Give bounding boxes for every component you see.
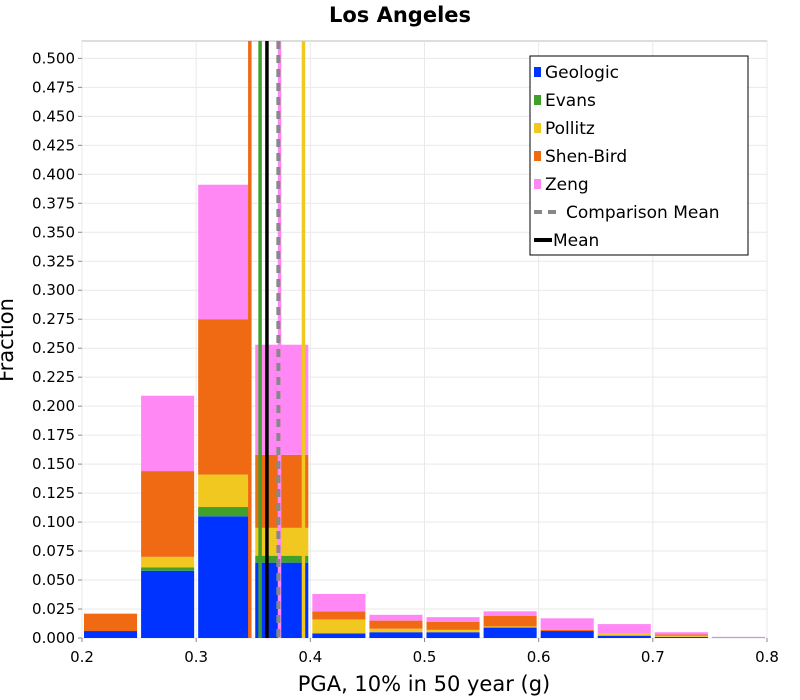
legend-label: Zeng	[545, 175, 589, 195]
x-tick-label: 0.5	[413, 648, 437, 666]
y-tick-label: 0.400	[32, 165, 75, 183]
x-tick-label: 0.2	[70, 648, 94, 666]
y-tick-label: 0.050	[32, 571, 75, 589]
y-tick-label: 0.150	[32, 455, 75, 473]
bar-pollitz	[654, 635, 708, 637]
y-tick-label: 0.375	[32, 194, 75, 212]
bar-shen-bird	[84, 613, 138, 632]
bar-pollitz	[369, 628, 423, 633]
chart-title: Los Angeles	[329, 3, 471, 27]
x-tick-label: 0.7	[641, 648, 665, 666]
legend-swatch-evans	[534, 95, 541, 105]
y-tick-label: 0.175	[32, 426, 75, 444]
bar-evans	[141, 567, 195, 571]
y-tick-label: 0.200	[32, 397, 75, 415]
legend-swatch-shen-bird	[534, 151, 541, 161]
bar-shen-bird	[483, 615, 537, 627]
bar-shen-bird	[369, 620, 423, 629]
bar-shen-bird	[312, 611, 366, 620]
y-tick-label: 0.125	[32, 484, 75, 502]
bar-zeng	[597, 624, 651, 634]
legend-swatch-zeng	[534, 179, 541, 189]
legend-label: Geologic	[545, 63, 619, 83]
bar-zeng	[483, 611, 537, 616]
legend-label: Comparison Mean	[566, 203, 720, 223]
bar-zeng	[654, 632, 708, 635]
bar-pollitz	[312, 619, 366, 634]
bar-zeng	[426, 617, 480, 622]
y-tick-label: 0.450	[32, 107, 75, 125]
bar-shen-bird	[198, 319, 252, 475]
bar-shen-bird	[426, 621, 480, 630]
bar-geologic	[255, 562, 309, 638]
y-tick-label: 0.250	[32, 339, 75, 357]
bar-geologic	[654, 636, 708, 638]
bar-geologic	[426, 632, 480, 638]
x-tick-label: 0.4	[298, 648, 322, 666]
bar-zeng	[141, 395, 195, 472]
bar-geologic	[141, 570, 195, 638]
bar-pollitz	[483, 626, 537, 628]
y-tick-label: 0.225	[32, 368, 75, 386]
reference-lines	[248, 41, 306, 638]
y-tick-label: 0.500	[32, 49, 75, 67]
bar-geologic	[483, 627, 537, 638]
y-tick-label: 0.325	[32, 252, 75, 270]
x-tick-label: 0.3	[184, 648, 208, 666]
legend: Geologic Evans Pollitz Shen-Bird Zeng Compari…	[529, 55, 749, 256]
y-axis-label: Fraction	[0, 298, 18, 382]
y-tick-label: 0.275	[32, 310, 75, 328]
bar-evans	[198, 507, 252, 517]
x-axis-label: PGA, 10% in 50 year (g)	[298, 672, 550, 696]
legend-swatch-geologic	[534, 67, 541, 77]
bar-pollitz	[426, 629, 480, 633]
legend-label: Pollitz	[545, 119, 595, 139]
x-axis-ticks: 0.2 0.3 0.4 0.5 0.6 0.7 0.8	[70, 638, 779, 666]
bar-zeng	[312, 593, 366, 612]
y-tick-label: 0.300	[32, 281, 75, 299]
bar-zeng	[540, 618, 594, 630]
bar-zeng	[255, 344, 309, 455]
bar-shen-bird	[540, 629, 594, 632]
bar-evans	[255, 555, 309, 563]
x-tick-label: 0.8	[755, 648, 779, 666]
bars	[84, 184, 765, 638]
y-tick-label: 0.075	[32, 542, 75, 560]
y-tick-label: 0.425	[32, 136, 75, 154]
bar-geologic	[540, 631, 594, 638]
y-tick-label: 0.025	[32, 600, 75, 618]
y-tick-label: 0.100	[32, 513, 75, 531]
bar-shen-bird	[255, 454, 309, 528]
bar-shen-bird	[654, 634, 708, 636]
x-tick-label: 0.6	[527, 648, 551, 666]
bar-pollitz	[597, 633, 651, 636]
bar-pollitz	[255, 527, 309, 556]
bar-pollitz	[198, 474, 252, 508]
y-tick-label: 0.000	[32, 629, 75, 647]
bar-pollitz	[141, 556, 195, 568]
bar-geologic	[198, 516, 252, 638]
legend-label: Evans	[545, 91, 596, 111]
legend-label: Shen-Bird	[545, 147, 627, 167]
bar-shen-bird	[141, 471, 195, 557]
y-axis-ticks: 0.000 0.025 0.050 0.075 0.100 0.125 0.150 0.175…	[32, 49, 82, 647]
y-tick-label: 0.350	[32, 223, 75, 241]
bar-geologic	[312, 633, 366, 638]
bar-geologic	[369, 632, 423, 638]
bar-zeng	[369, 614, 423, 621]
bar-geologic	[597, 635, 651, 638]
legend-box	[529, 55, 749, 256]
y-tick-label: 0.475	[32, 78, 75, 96]
bar-zeng	[198, 184, 252, 320]
legend-swatch-pollitz	[534, 123, 541, 133]
bar-geologic	[84, 631, 138, 638]
legend-label: Mean	[553, 231, 599, 251]
